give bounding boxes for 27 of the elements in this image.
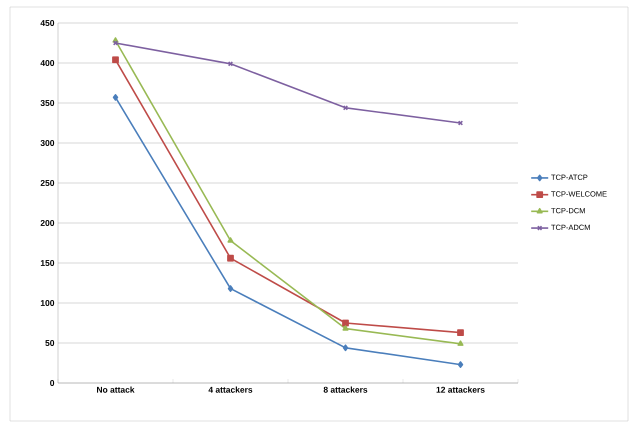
point — [342, 320, 349, 326]
y-tick-label: 100 — [40, 300, 54, 306]
y-tick-label: 400 — [40, 60, 54, 66]
point — [228, 61, 234, 66]
y-tick-label: 450 — [40, 20, 54, 26]
y-tick-label: 350 — [40, 100, 54, 106]
x-tick-label: 8 attackers — [324, 386, 368, 393]
point — [457, 329, 464, 336]
y-tick-label: 200 — [40, 220, 54, 226]
x-tick-label: 4 attackers — [208, 386, 252, 393]
point — [457, 340, 464, 346]
point — [342, 105, 348, 110]
x-tick-label: 12 attackers — [436, 386, 485, 393]
point — [112, 94, 118, 101]
y-tick-label: 300 — [40, 140, 54, 146]
y-tick-label: 0 — [50, 380, 54, 386]
point — [227, 254, 234, 262]
point — [228, 285, 234, 292]
y-tick-label: 250 — [40, 180, 54, 186]
x-tick-label: No attack — [97, 386, 135, 393]
y-tick-label: 150 — [40, 260, 54, 266]
point — [342, 325, 349, 331]
point — [227, 237, 234, 243]
point — [112, 56, 119, 64]
point — [458, 361, 464, 368]
y-tick-label: 50 — [45, 340, 54, 346]
point — [342, 344, 348, 352]
